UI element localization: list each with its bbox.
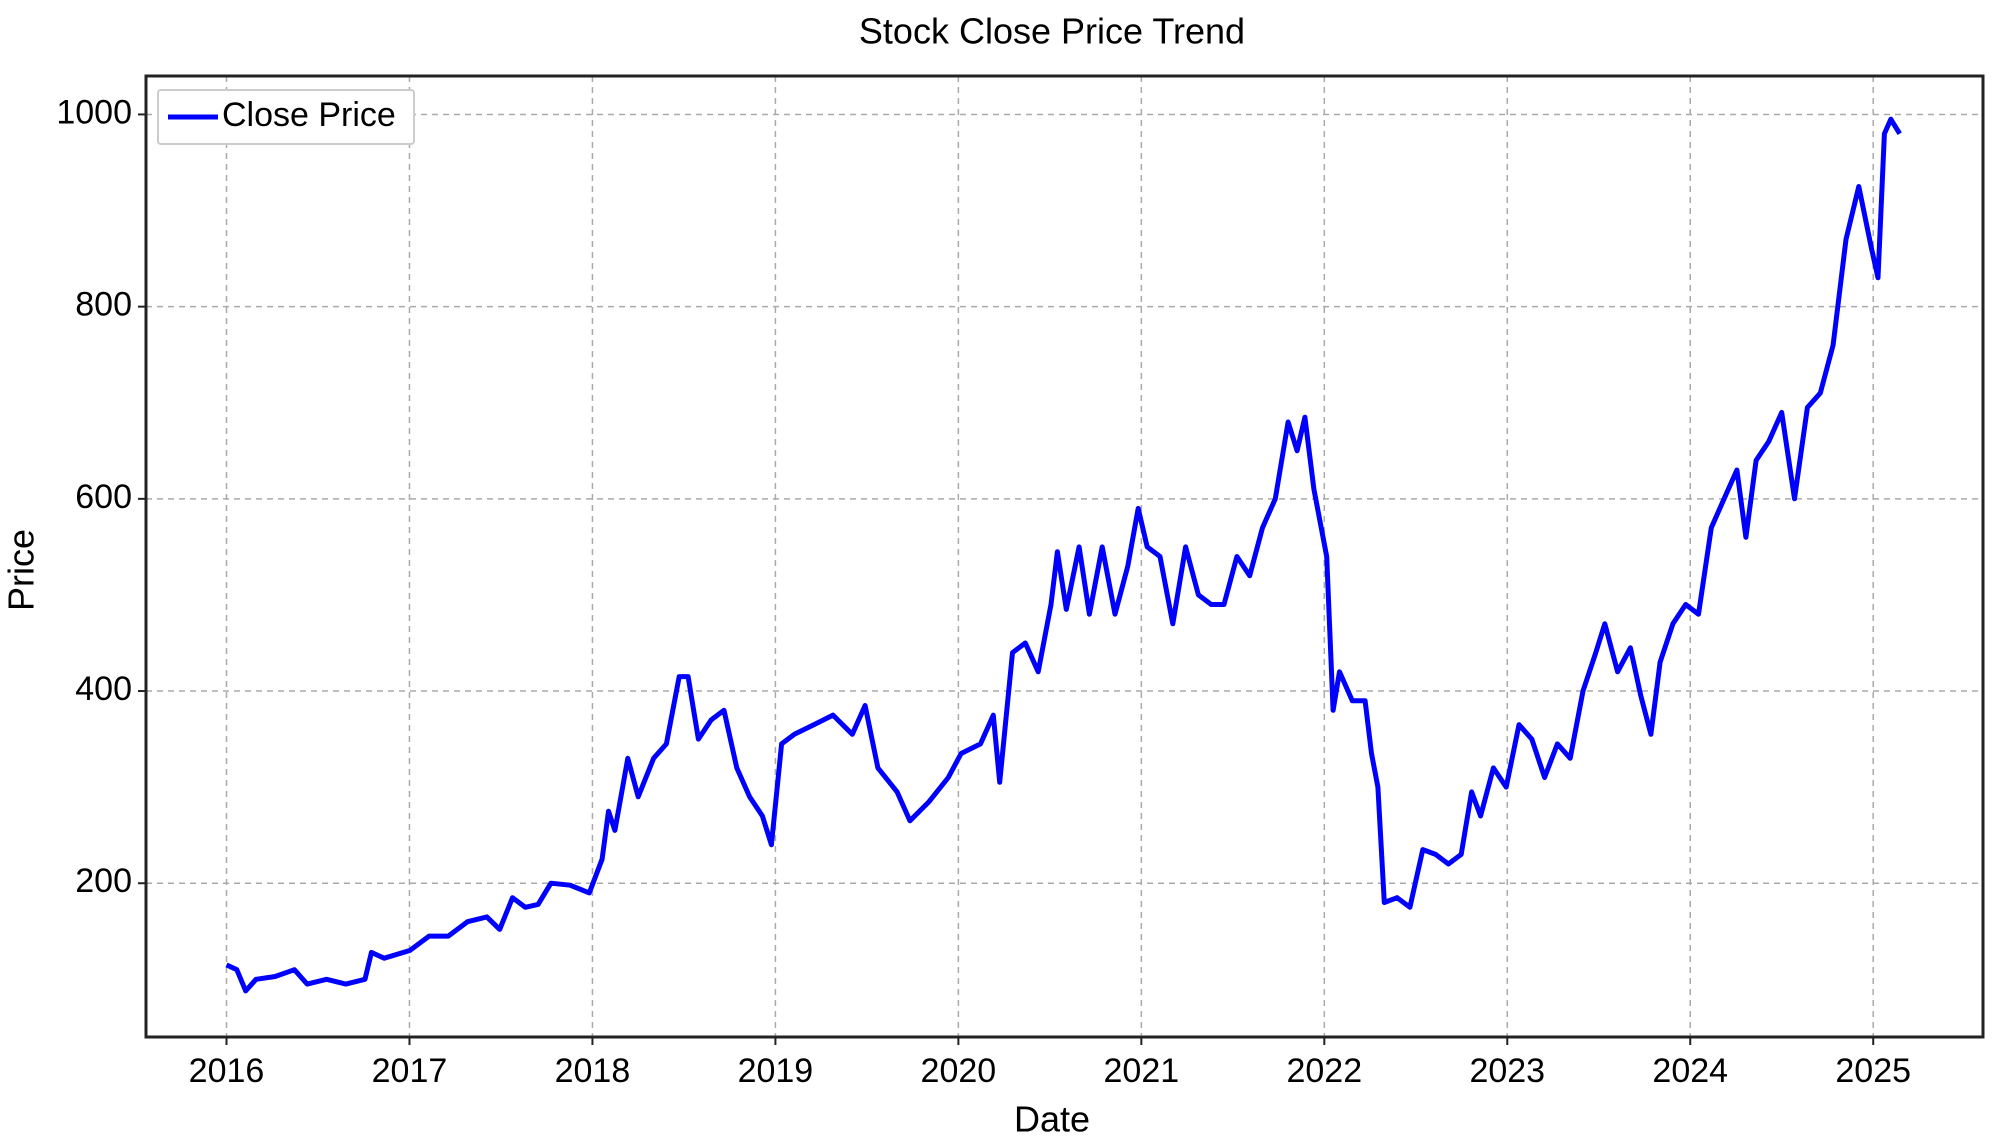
y-tick-label: 600 xyxy=(75,478,132,516)
x-tick-label: 2019 xyxy=(738,1052,814,1090)
x-tick-label: 2024 xyxy=(1652,1052,1728,1090)
y-tick-label: 200 xyxy=(75,862,132,900)
x-tick-label: 2025 xyxy=(1835,1052,1911,1090)
y-tick-label: 800 xyxy=(75,286,132,324)
x-tick-label: 2020 xyxy=(921,1052,997,1090)
x-tick-label: 2023 xyxy=(1469,1052,1545,1090)
y-tick-label: 400 xyxy=(75,670,132,708)
y-tick-label: 1000 xyxy=(56,93,132,131)
x-tick-label: 2018 xyxy=(555,1052,631,1090)
legend-box xyxy=(157,89,415,145)
price-line xyxy=(225,116,1902,994)
x-tick-label: 2022 xyxy=(1286,1052,1362,1090)
legend-label: Close Price xyxy=(222,96,396,134)
y-axis-label: Price xyxy=(1,529,42,611)
x-axis-label: Date xyxy=(1014,1099,1090,1140)
x-tick-label: 2021 xyxy=(1104,1052,1180,1090)
chart-title: Stock Close Price Trend xyxy=(859,11,1245,52)
x-tick-label: 2017 xyxy=(372,1052,448,1090)
plot-frame xyxy=(144,74,1985,1039)
x-tick-label: 2016 xyxy=(189,1052,265,1090)
